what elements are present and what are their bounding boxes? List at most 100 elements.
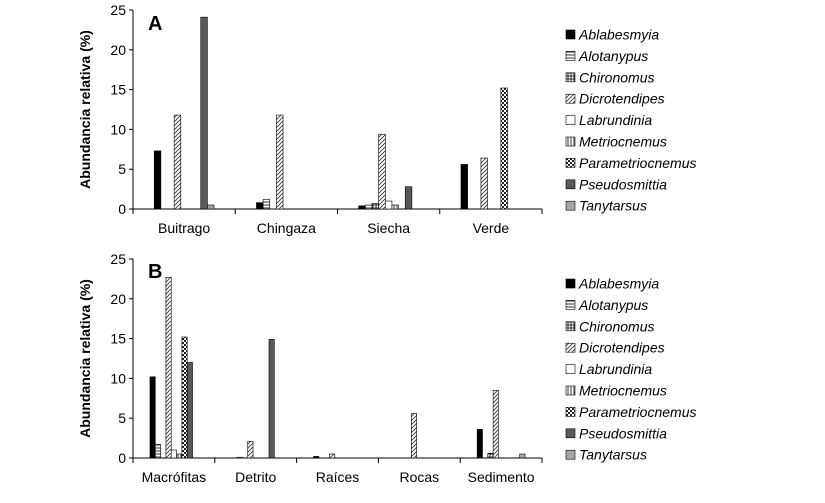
legend-swatch-metriocnemus bbox=[565, 136, 576, 147]
legend-swatch-tanytarsus bbox=[565, 449, 576, 460]
bar-alotanypus-siecha bbox=[365, 204, 373, 210]
y-tick-label: 10 bbox=[110, 370, 126, 386]
bar-pseudosmittia-siecha bbox=[404, 186, 413, 210]
legend-label-pseudosmittia: Pseudosmittia bbox=[579, 425, 667, 441]
y-axis-title: Abundancia relativa (%) bbox=[77, 279, 93, 438]
bar-ablabesmyia-macrofitas bbox=[149, 376, 156, 459]
legend-label-pseudosmittia: Pseudosmittia bbox=[579, 176, 667, 192]
legend-label-dicrotendipes: Dicrotendipes bbox=[579, 340, 665, 356]
y-tick-label: 25 bbox=[110, 2, 126, 18]
x-tick-label-chingaza: Chingaza bbox=[257, 220, 316, 236]
legend-swatch-metriocnemus bbox=[565, 385, 576, 396]
y-tick-label: 5 bbox=[118, 161, 126, 177]
bar-dicrotendipes-detrito bbox=[247, 440, 254, 459]
bar-alotanypus-detrito bbox=[236, 456, 243, 459]
bar-chironomus-sedimento bbox=[487, 452, 494, 459]
legend-swatch-alotanypus bbox=[565, 51, 576, 61]
legend: Ablabesmyia Alotanypus Chironomus Dicrotend… bbox=[565, 276, 697, 463]
legend-swatch-dicrotendipes bbox=[565, 342, 576, 353]
legend-swatch-pseudosmittia bbox=[565, 428, 576, 439]
bar-dicrotendipes-sedimento bbox=[492, 390, 499, 459]
legend-label-tanytarsus: Tanytarsus bbox=[579, 447, 647, 463]
bar-chironomus-siecha bbox=[371, 203, 379, 210]
legend-label-parametriocnemus: Parametriocnemus bbox=[579, 404, 697, 420]
bar-dicrotendipes-raices bbox=[329, 453, 336, 459]
x-tick-label-sedimento: Sedimento bbox=[468, 469, 535, 485]
x-tick-label-verde: Verde bbox=[473, 220, 510, 236]
x-tick-label-siecha: Siecha bbox=[367, 220, 410, 236]
legend-swatch-alotanypus bbox=[565, 300, 576, 310]
y-tick-label: 25 bbox=[110, 251, 126, 267]
legend-label-ablabesmyia: Ablabesmyia bbox=[578, 276, 659, 292]
legend-label-metriocnemus: Metriocnemus bbox=[579, 134, 667, 150]
y-tick-label: 0 bbox=[118, 201, 126, 217]
legend-swatch-pseudosmittia bbox=[565, 179, 576, 190]
bar-ablabesmyia-verde bbox=[460, 164, 468, 210]
x-tick-label-raices: Raíces bbox=[316, 469, 360, 485]
legend-label-parametriocnemus: Parametriocnemus bbox=[579, 155, 697, 171]
legend-swatch-parametriocnemus bbox=[565, 158, 576, 168]
y-tick-label: 0 bbox=[118, 450, 126, 466]
bar-labrundinia-macrofitas bbox=[170, 449, 177, 459]
x-tick-label-detrito: Detrito bbox=[235, 469, 276, 485]
bar-labrundinia-siecha bbox=[385, 200, 393, 210]
legend-label-chironomus: Chironomus bbox=[579, 318, 654, 334]
y-tick-label: 10 bbox=[110, 121, 126, 137]
y-tick-label: 20 bbox=[110, 42, 126, 58]
legend-swatch-ablabesmyia bbox=[565, 29, 576, 40]
bar-parametriocnemus-macrofitas bbox=[181, 336, 188, 459]
chart-panel-a: 0 5 10 15 20 25 Abundancia relativa (%) A Buitra… bbox=[77, 2, 697, 236]
panel-label: A bbox=[148, 13, 162, 35]
legend-swatch-parametriocnemus bbox=[565, 407, 576, 417]
bar-dicrotendipes-macrofitas bbox=[165, 277, 172, 459]
legend-label-dicrotendipes: Dicrotendipes bbox=[579, 91, 665, 107]
y-tick-label: 15 bbox=[110, 82, 126, 98]
legend-label-alotanypus: Alotanypus bbox=[578, 48, 648, 64]
bar-pseudosmittia-detrito bbox=[268, 339, 275, 459]
bar-ablabesmyia-sedimento bbox=[476, 429, 483, 459]
bar-dicrotendipes-siecha bbox=[378, 133, 386, 210]
bar-ablabesmyia-chingaza bbox=[256, 202, 264, 210]
bar-tanytarsus-sedimento bbox=[519, 453, 526, 459]
bar-ablabesmyia-raices bbox=[313, 456, 320, 459]
bar-metriocnemus-macrofitas bbox=[176, 453, 183, 459]
legend-label-tanytarsus: Tanytarsus bbox=[579, 198, 647, 214]
legend-swatch-chironomus bbox=[565, 72, 576, 83]
bar-dicrotendipes-verde bbox=[480, 157, 488, 210]
legend-swatch-tanytarsus bbox=[565, 200, 576, 211]
legend-swatch-labrundinia bbox=[565, 115, 576, 125]
legend-swatch-labrundinia bbox=[565, 364, 576, 374]
bar-dicrotendipes-rocas bbox=[411, 413, 417, 459]
legend-label-labrundinia: Labrundinia bbox=[579, 112, 652, 128]
legend-swatch-dicrotendipes bbox=[565, 93, 576, 104]
bar-pseudosmittia-buitrago bbox=[200, 16, 208, 210]
bar-alotanypus-chingaza bbox=[262, 199, 271, 210]
bar-metriocnemus-siecha bbox=[391, 204, 399, 210]
bar-parametriocnemus-verde bbox=[500, 87, 508, 210]
bar-pseudosmittia-macrofitas bbox=[186, 362, 193, 459]
y-tick-label: 15 bbox=[110, 331, 126, 347]
bar-dicrotendipes-buitrago bbox=[173, 114, 182, 210]
legend-label-alotanypus: Alotanypus bbox=[578, 297, 648, 313]
legend-swatch-ablabesmyia bbox=[565, 278, 576, 289]
legend-label-labrundinia: Labrundinia bbox=[579, 361, 652, 377]
y-tick-label: 20 bbox=[110, 291, 126, 307]
legend-label-chironomus: Chironomus bbox=[579, 69, 654, 85]
bar-ablabesmyia-siecha bbox=[358, 205, 366, 210]
bar-tanytarsus-buitrago bbox=[207, 204, 215, 210]
x-tick-label-macrofitas: Macrófitas bbox=[142, 469, 207, 485]
x-tick-label-buitrago: Buitrago bbox=[158, 220, 210, 236]
legend-label-ablabesmyia: Ablabesmyia bbox=[578, 27, 659, 43]
x-tick-label-rocas: Rocas bbox=[399, 469, 439, 485]
y-axis-title: Abundancia relativa (%) bbox=[77, 30, 93, 189]
bar-alotanypus-macrofitas bbox=[154, 444, 161, 459]
legend-label-metriocnemus: Metriocnemus bbox=[579, 383, 667, 399]
legend: Ablabesmyia Alotanypus Chironomus Dicrotend… bbox=[565, 27, 697, 214]
bar-ablabesmyia-buitrago bbox=[153, 150, 162, 210]
legend-swatch-chironomus bbox=[565, 321, 576, 332]
y-tick-label: 5 bbox=[118, 410, 126, 426]
chart-panel-b: 0 5 10 15 20 25 Abundancia relativa (%) B Macróf… bbox=[77, 251, 697, 485]
bar-dicrotendipes-chingaza bbox=[276, 114, 284, 210]
